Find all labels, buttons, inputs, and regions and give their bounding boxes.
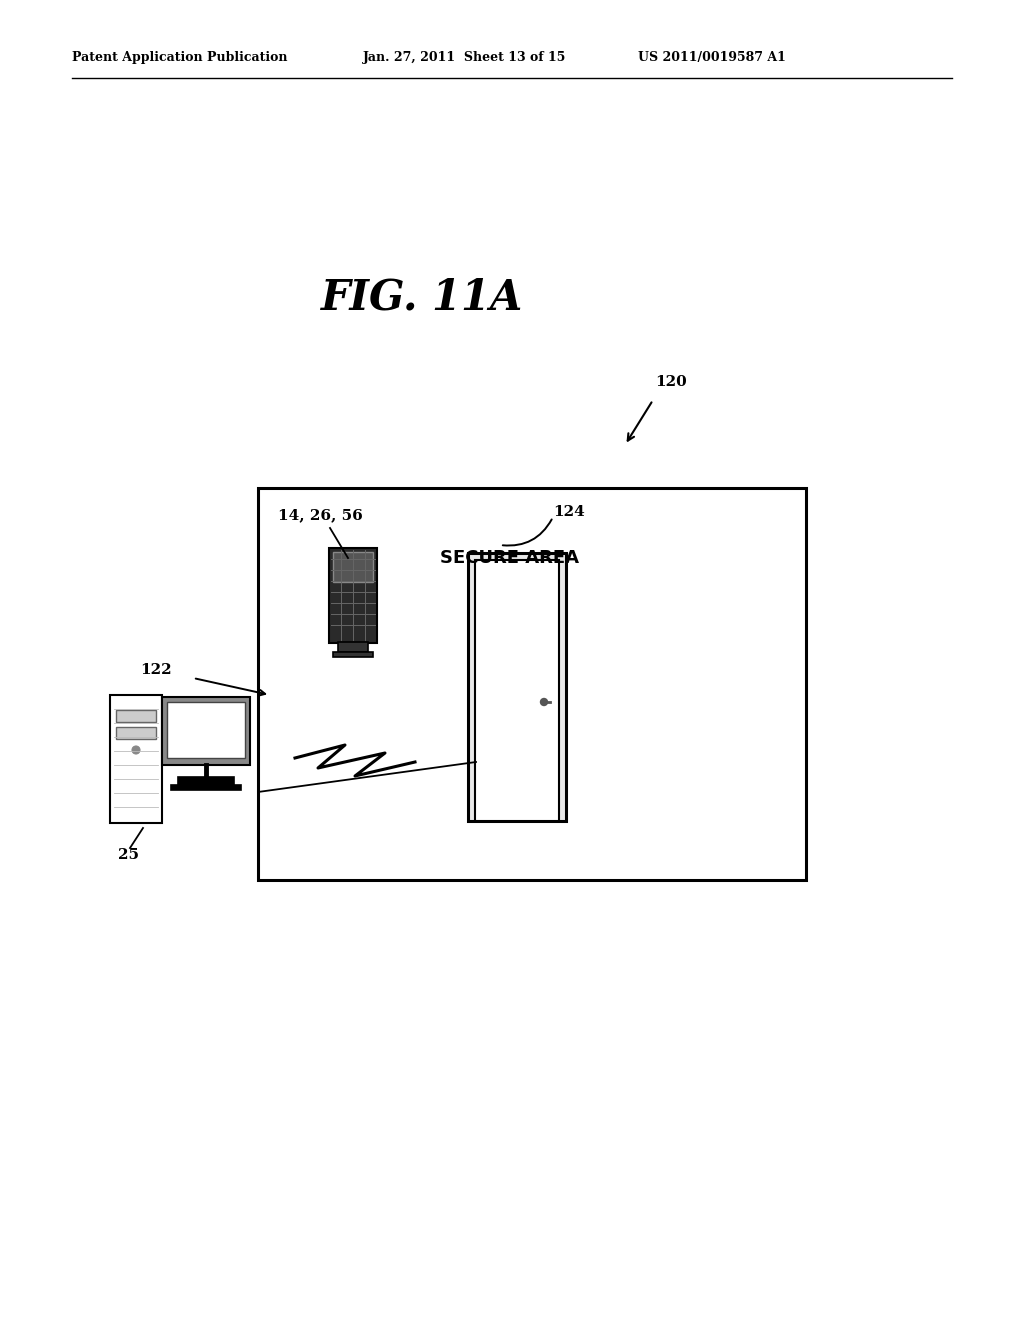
Text: Patent Application Publication: Patent Application Publication: [72, 51, 288, 65]
Text: 14, 26, 56: 14, 26, 56: [278, 508, 362, 521]
Bar: [162, 697, 250, 766]
Bar: [475, 560, 559, 821]
Bar: [338, 642, 368, 652]
Bar: [329, 548, 377, 643]
Circle shape: [132, 746, 140, 754]
Bar: [258, 488, 806, 880]
Text: Jan. 27, 2011  Sheet 13 of 15: Jan. 27, 2011 Sheet 13 of 15: [362, 51, 566, 65]
Bar: [116, 710, 156, 722]
Bar: [178, 777, 234, 785]
Text: 25: 25: [118, 847, 139, 862]
Bar: [333, 552, 373, 582]
Text: SECURE AREA: SECURE AREA: [440, 549, 580, 568]
Text: FIG. 11A: FIG. 11A: [321, 277, 523, 319]
Text: US 2011/0019587 A1: US 2011/0019587 A1: [638, 51, 785, 65]
Text: 122: 122: [140, 663, 172, 677]
Text: 120: 120: [655, 375, 687, 389]
Bar: [110, 696, 162, 822]
Bar: [468, 553, 566, 821]
Bar: [171, 785, 241, 789]
Bar: [116, 727, 156, 739]
Bar: [167, 702, 245, 758]
Bar: [333, 652, 373, 657]
Text: 124: 124: [553, 506, 585, 519]
Circle shape: [541, 698, 548, 705]
